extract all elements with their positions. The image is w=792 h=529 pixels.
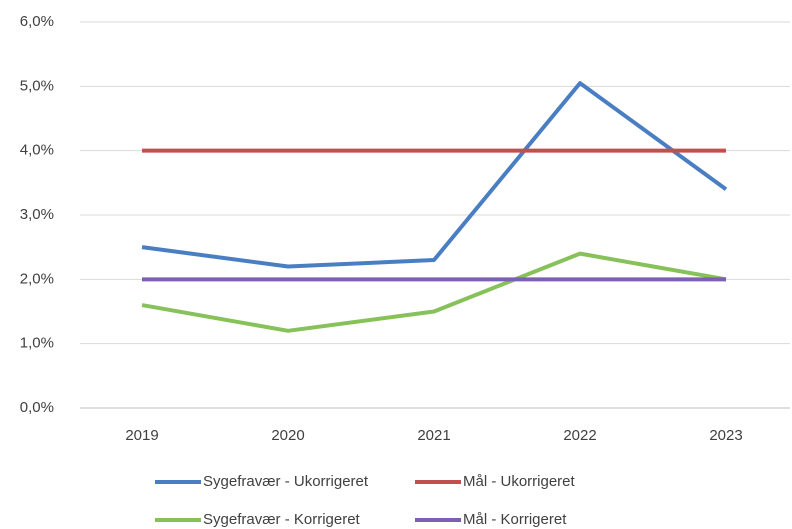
- y-tick-label: 2,0%: [20, 270, 54, 287]
- legend-label: Sygefravær - Ukorrigeret: [203, 473, 369, 490]
- series-line: [141, 251, 727, 333]
- legend-label: Sygefravær - Korrigeret: [203, 511, 361, 528]
- x-tick-label: 2023: [709, 427, 742, 444]
- y-tick-label: 6,0%: [20, 13, 54, 30]
- y-tick-label: 5,0%: [20, 77, 54, 94]
- y-tick-label: 1,0%: [20, 335, 54, 352]
- y-tick-label: 0,0%: [20, 399, 54, 416]
- y-tick-label: 4,0%: [20, 142, 54, 159]
- x-tick-label: 2021: [417, 427, 450, 444]
- y-tick-label: 3,0%: [20, 206, 54, 223]
- series-line: [141, 81, 728, 269]
- x-tick-label: 2022: [563, 427, 596, 444]
- x-tick-label: 2020: [271, 427, 304, 444]
- legend-label: Mål - Korrigeret: [463, 511, 567, 528]
- legend-label: Mål - Ukorrigeret: [463, 473, 576, 490]
- x-tick-label: 2019: [125, 427, 158, 444]
